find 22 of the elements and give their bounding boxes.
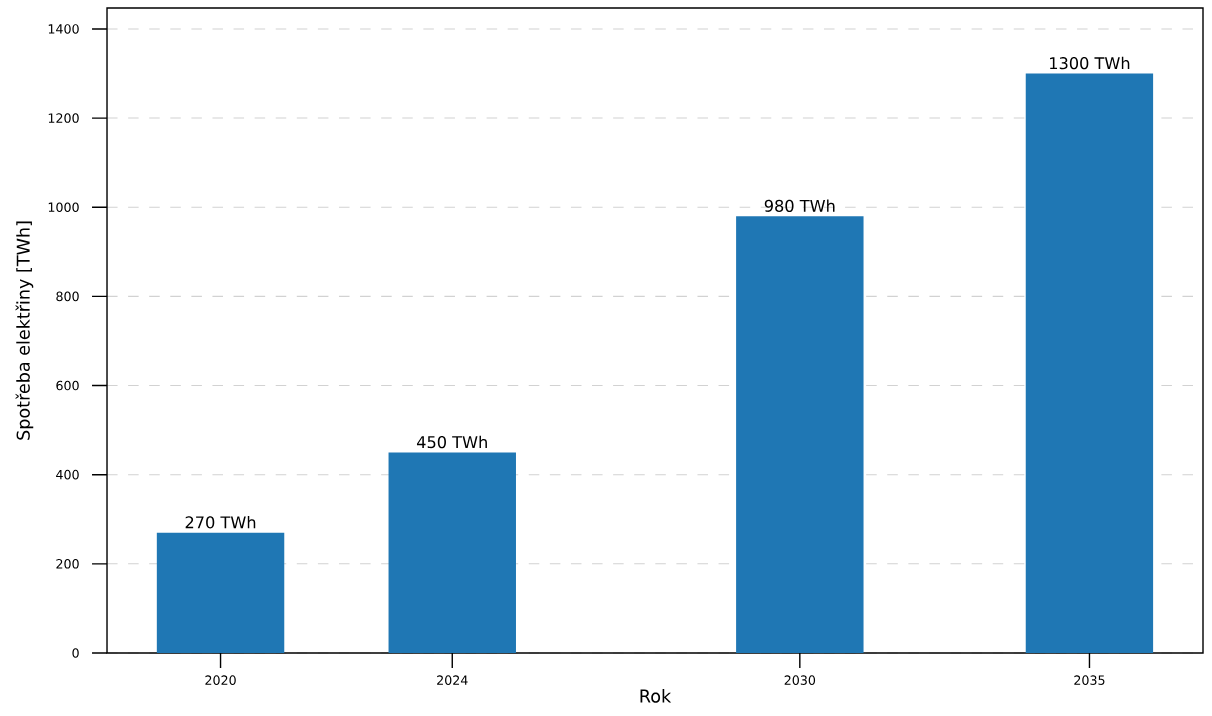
x-tick-label: 2030 [784, 675, 816, 685]
y-tick-label: 800 [56, 291, 79, 302]
x-tick-label: 2020 [205, 675, 236, 685]
y-tick-label: 200 [56, 559, 79, 569]
x-tick-label: 2035 [1074, 675, 1105, 685]
data-label: 980 TWh [764, 199, 835, 212]
y-tick-label: 1400 [48, 24, 79, 34]
y-tick-label: 600 [56, 380, 79, 391]
x-axis-title: Rok [640, 689, 672, 703]
x-tick-label: 2024 [437, 675, 468, 685]
y-tick-label: 0 [72, 648, 79, 658]
data-label: 270 TWh [185, 515, 256, 529]
y-tick-label: 1000 [48, 202, 79, 213]
bar [156, 532, 285, 653]
bar [388, 452, 516, 653]
bar [736, 216, 864, 653]
data-label: 1300 TWh [1050, 56, 1130, 70]
bar [1025, 73, 1154, 653]
y-tick-label: 1200 [48, 113, 79, 123]
y-tick-label: 400 [56, 469, 79, 480]
data-label: 450 TWh [416, 435, 487, 449]
y-axis-title: Spotřeba elektřiny [TWh] [15, 221, 34, 440]
